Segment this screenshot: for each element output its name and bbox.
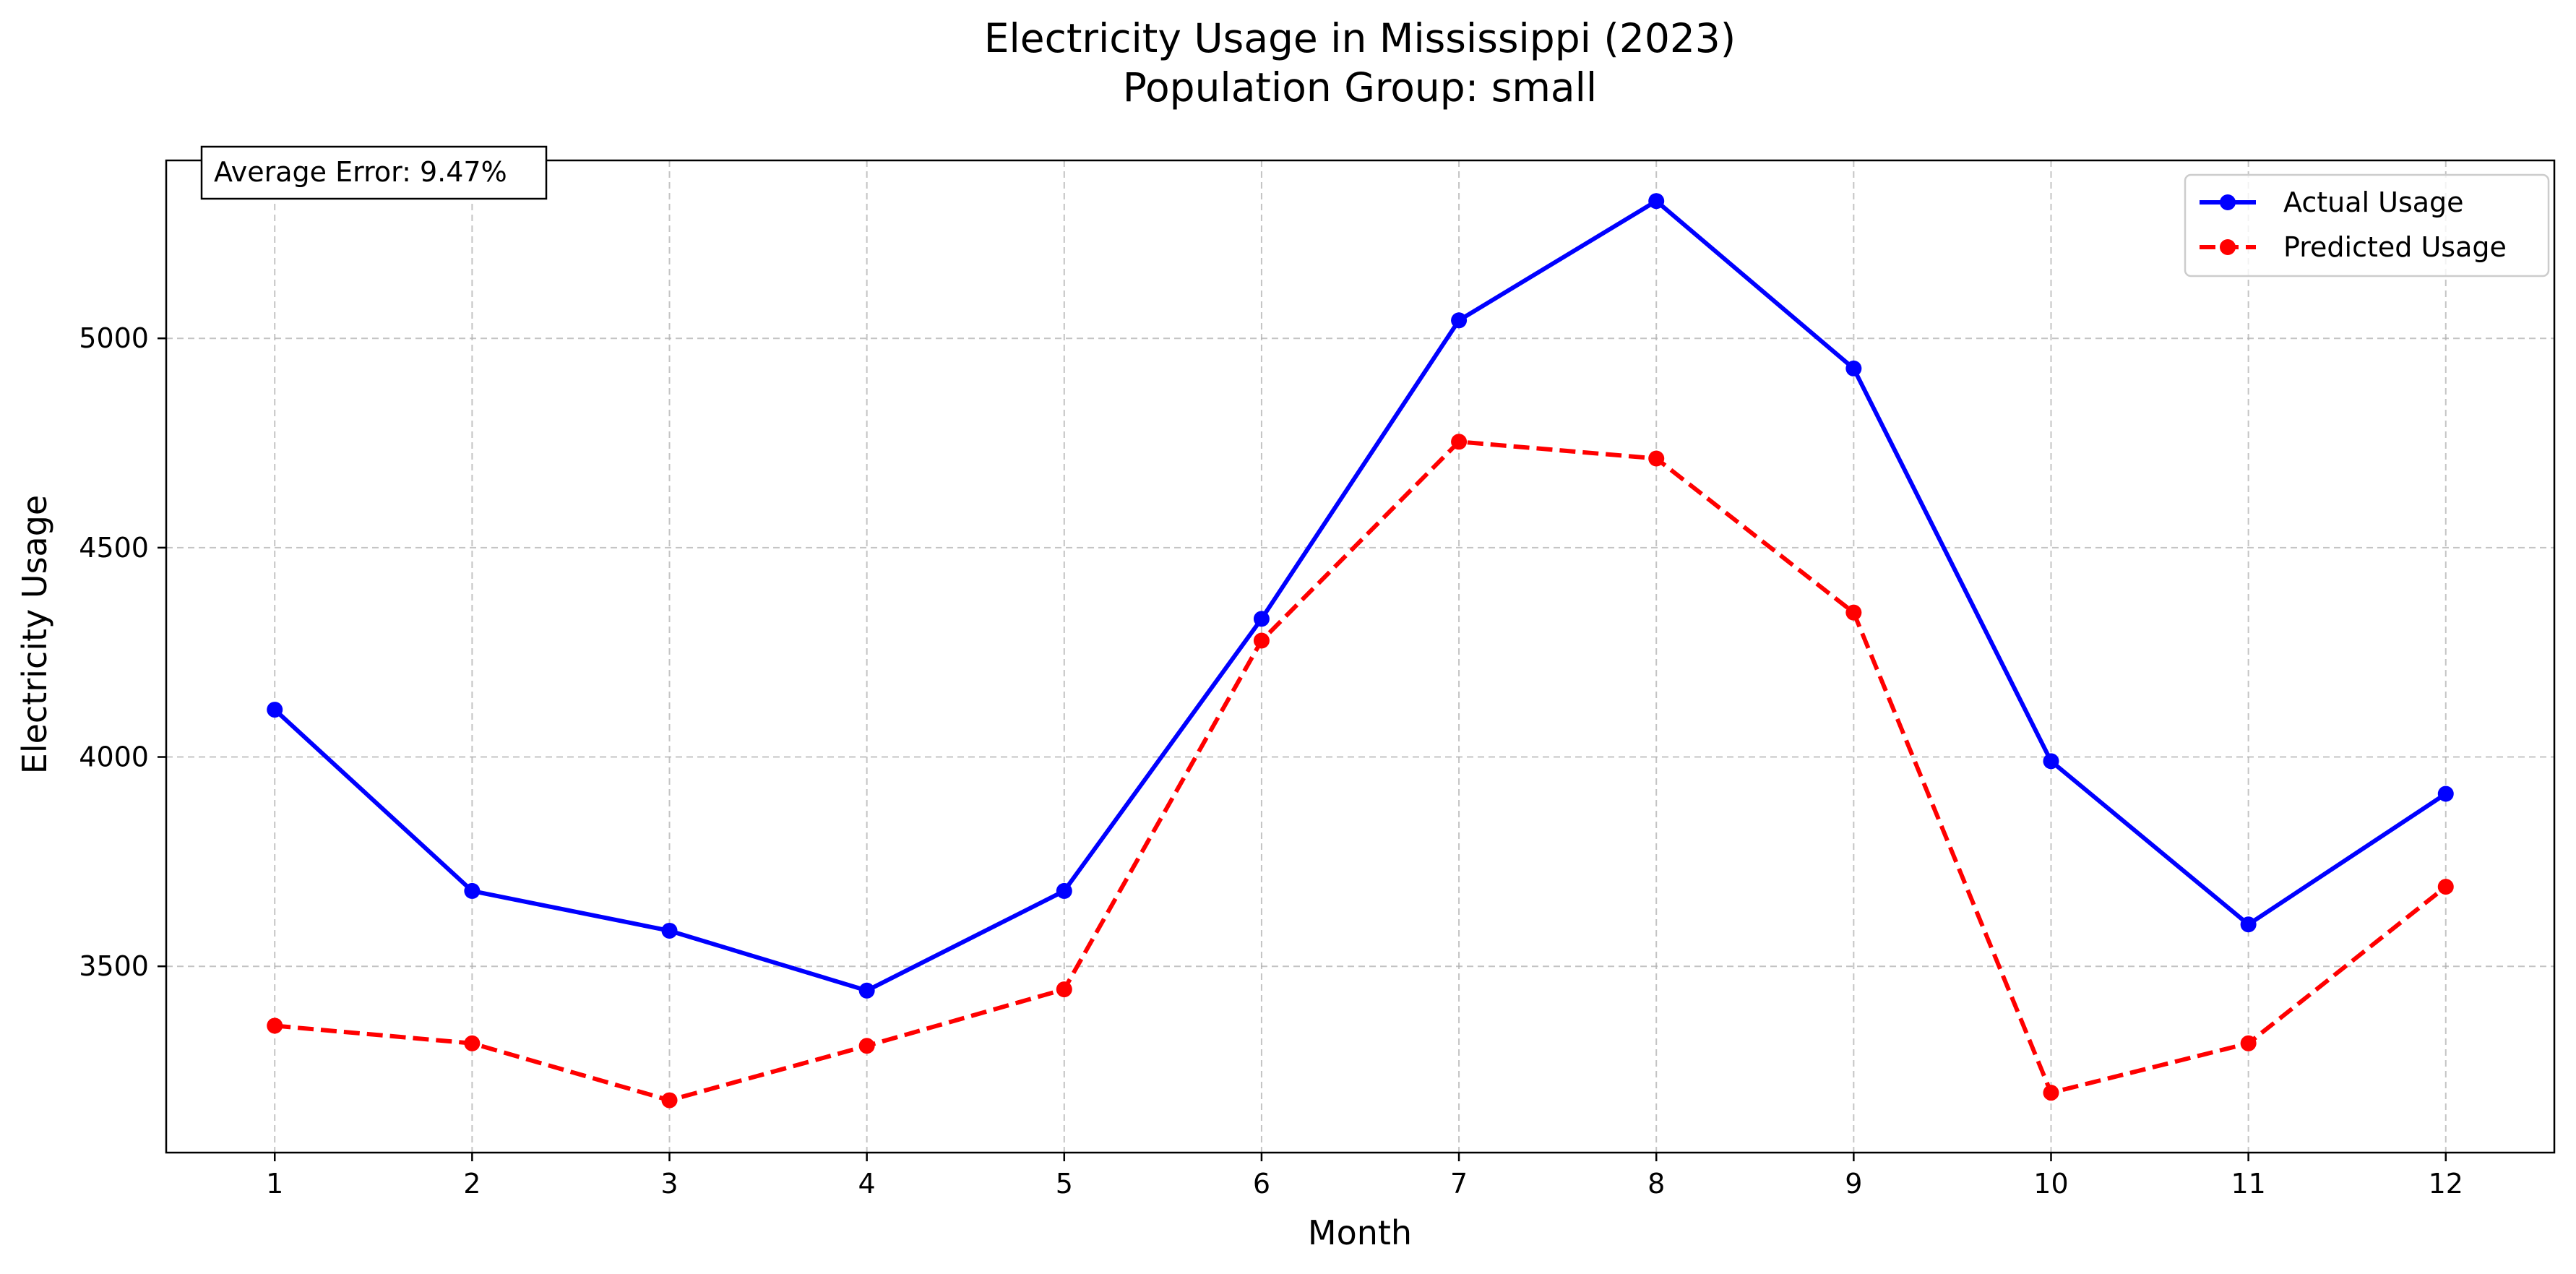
- data-point-actual-usage: [464, 882, 481, 899]
- x-tick-label: 9: [1845, 1168, 1862, 1200]
- data-point-predicted-usage: [267, 1017, 283, 1034]
- data-point-predicted-usage: [1056, 981, 1072, 998]
- chart-title: Electricity Usage in Mississippi (2023): [984, 15, 1736, 61]
- data-point-predicted-usage: [661, 1092, 678, 1109]
- legend-marker-predicted-usage: [2220, 239, 2236, 255]
- x-tick-label: 7: [1450, 1168, 1468, 1200]
- data-point-predicted-usage: [858, 1038, 875, 1054]
- data-point-actual-usage: [858, 982, 875, 999]
- data-point-actual-usage: [2437, 786, 2454, 802]
- data-point-actual-usage: [2043, 753, 2059, 770]
- x-tick-label: 12: [2429, 1168, 2463, 1200]
- y-tick-label: 4000: [79, 741, 149, 773]
- plot-area-frame: [165, 159, 2556, 1154]
- legend: Actual Usage Predicted Usage: [2184, 173, 2550, 277]
- x-tick-label: 6: [1253, 1168, 1270, 1200]
- y-axis-label: Electricity Usage: [15, 495, 54, 774]
- data-point-actual-usage: [1253, 611, 1270, 627]
- data-point-actual-usage: [267, 702, 283, 718]
- data-point-actual-usage: [1451, 312, 1468, 329]
- chart-subtitle: Population Group: small: [1123, 64, 1597, 111]
- legend-frame: [2184, 173, 2550, 277]
- y-tick-label: 5000: [79, 322, 149, 354]
- data-point-predicted-usage: [2043, 1085, 2059, 1101]
- data-point-predicted-usage: [1648, 450, 1665, 467]
- data-point-actual-usage: [2240, 916, 2257, 933]
- data-point-predicted-usage: [2240, 1035, 2257, 1051]
- x-tick-label: 2: [463, 1168, 481, 1200]
- x-tick-label: 4: [858, 1168, 876, 1200]
- annotation-frame: [200, 145, 548, 200]
- y-tick-label: 3500: [79, 950, 149, 982]
- legend-label-actual-usage: Actual Usage: [2283, 186, 2464, 218]
- series-layer: [267, 193, 2454, 1109]
- series-line-actual-usage: [273, 199, 2447, 993]
- x-tick-label: 8: [1647, 1168, 1665, 1200]
- data-point-actual-usage: [1056, 882, 1072, 899]
- x-tick-label: 10: [2033, 1168, 2068, 1200]
- data-point-actual-usage: [1845, 360, 1862, 376]
- legend-label-predicted-usage: Predicted Usage: [2283, 231, 2507, 263]
- x-tick-label: 11: [2231, 1168, 2265, 1200]
- data-point-predicted-usage: [1253, 632, 1270, 649]
- data-point-actual-usage: [661, 922, 678, 939]
- annotation-box: Average Error: 9.47%: [200, 145, 548, 200]
- x-tick-label: 3: [660, 1168, 678, 1200]
- series-line-predicted-usage: [274, 439, 2447, 1103]
- x-tick-label: 5: [1056, 1168, 1073, 1200]
- legend-marker-actual-usage: [2220, 194, 2236, 210]
- data-point-predicted-usage: [464, 1035, 481, 1051]
- data-point-predicted-usage: [2437, 879, 2454, 895]
- data-point-predicted-usage: [1451, 434, 1468, 450]
- data-point-predicted-usage: [1845, 604, 1862, 621]
- x-axis-label: Month: [1308, 1213, 1412, 1252]
- average-error-annotation: Average Error: 9.47%: [214, 156, 507, 188]
- x-tick-label: 1: [266, 1168, 283, 1200]
- y-tick-label: 4500: [79, 532, 149, 564]
- data-point-actual-usage: [1648, 193, 1665, 210]
